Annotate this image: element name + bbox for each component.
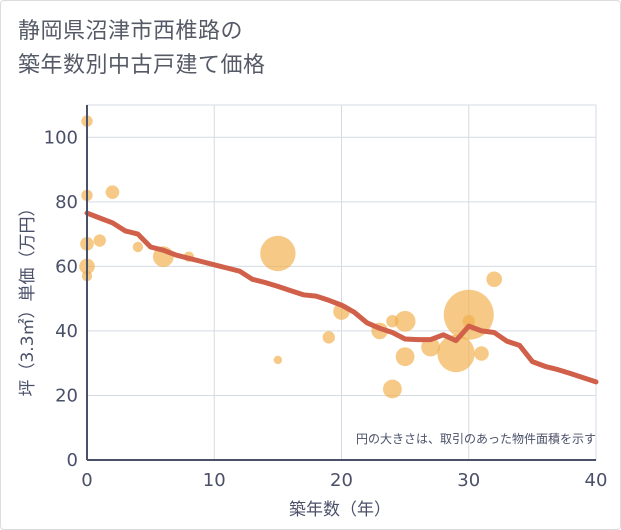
grid-lines: [86, 104, 597, 461]
bubble-point: [486, 271, 503, 288]
bubble-point: [132, 241, 144, 253]
bubble-point: [105, 185, 120, 199]
bubble-point: [383, 379, 402, 399]
bubble-point: [474, 346, 489, 361]
bubble-point: [437, 334, 475, 373]
x-tick-label: 10: [203, 470, 226, 491]
bubble-point: [443, 289, 494, 340]
trend-line: [84, 210, 599, 385]
bubble-point: [322, 331, 335, 344]
x-tick-label: 40: [585, 470, 608, 491]
axis-ticks: 0 10 20 30 40 0 20 40 60 80 100: [44, 105, 608, 491]
y-tick-label: 60: [55, 256, 78, 277]
x-tick-label: 30: [457, 470, 480, 491]
y-tick-label: 0: [67, 450, 78, 471]
x-tick-label: 20: [330, 470, 353, 491]
bubble-point: [421, 337, 440, 357]
y-tick-label: 80: [55, 192, 78, 213]
chart-title-line2: 築年数別中古戸建て価格: [18, 53, 266, 78]
y-tick-label: 100: [44, 127, 78, 148]
bubble-point: [93, 234, 106, 247]
y-tick-label: 20: [55, 385, 78, 406]
y-tick-label: 40: [55, 321, 78, 342]
bubble-point: [462, 315, 475, 328]
y-axis-label: 坪（3.3㎡）単価（万円）: [18, 199, 38, 396]
bubble-point: [260, 235, 296, 272]
chart-title-line1: 静岡県沼津市西椎路の: [18, 19, 244, 44]
size-note: 円の大きさは、取引のあった物件面積を示す: [356, 431, 596, 446]
bubble-point: [395, 347, 415, 367]
bubble-point: [273, 355, 283, 365]
x-tick-label: 0: [81, 470, 92, 491]
bubble-point: [394, 310, 416, 332]
chart-title: 静岡県沼津市西椎路の 築年数別中古戸建て価格: [18, 15, 266, 83]
x-axis-label: 築年数（年）: [289, 500, 391, 520]
bubbles: [79, 115, 503, 399]
